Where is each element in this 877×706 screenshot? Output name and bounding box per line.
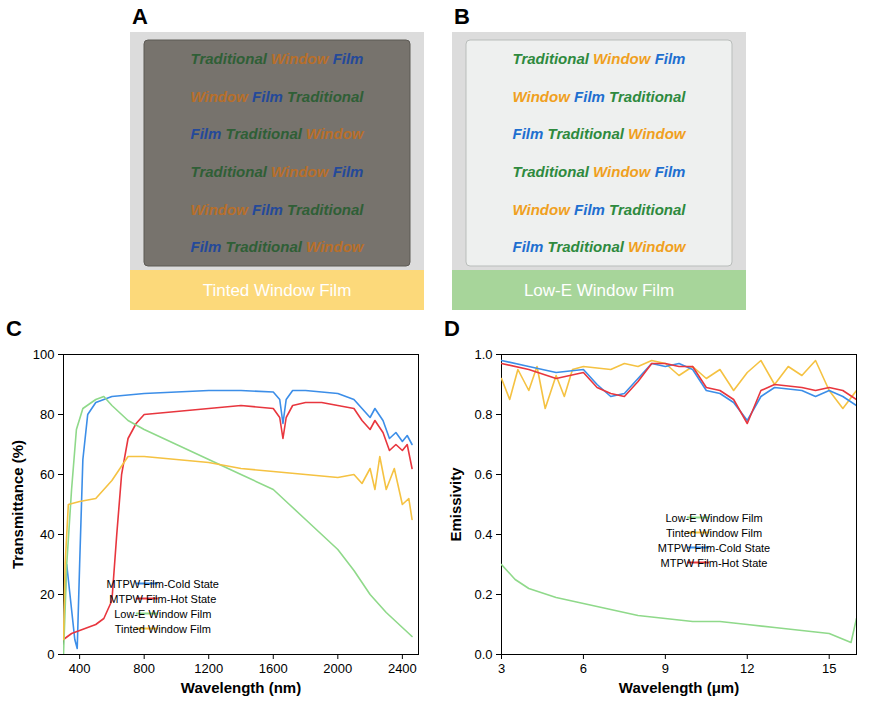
svg-text:80: 80 bbox=[40, 407, 54, 422]
svg-text:1.0: 1.0 bbox=[474, 347, 492, 362]
svg-text:0.4: 0.4 bbox=[474, 527, 492, 542]
svg-text:Low-E Window Film: Low-E Window Film bbox=[524, 281, 674, 300]
svg-text:0.2: 0.2 bbox=[474, 587, 492, 602]
html-text:D: D bbox=[444, 316, 460, 341]
svg-text:0.0: 0.0 bbox=[474, 647, 492, 662]
svg-text:Low-E Window Film: Low-E Window Film bbox=[665, 512, 762, 524]
svg-text:400: 400 bbox=[69, 661, 91, 676]
svg-text:Window Film Traditional: Window Film Traditional bbox=[513, 88, 687, 105]
svg-text:Film Traditional Window: Film Traditional Window bbox=[191, 238, 365, 255]
svg-text:Emissivity: Emissivity bbox=[447, 467, 464, 542]
svg-text:Window Film Traditional: Window Film Traditional bbox=[513, 201, 687, 218]
html-text:C: C bbox=[6, 316, 22, 341]
svg-text:Traditional Window Film: Traditional Window Film bbox=[513, 163, 686, 180]
svg-text:Transmittance (%): Transmittance (%) bbox=[9, 440, 26, 569]
svg-text:40: 40 bbox=[40, 527, 54, 542]
svg-text:Tinted Window Film: Tinted Window Film bbox=[666, 527, 762, 539]
svg-text:Traditional Window Film: Traditional Window Film bbox=[191, 50, 364, 67]
svg-text:A: A bbox=[132, 4, 148, 29]
svg-text:B: B bbox=[454, 4, 470, 29]
svg-text:20: 20 bbox=[40, 587, 54, 602]
svg-text:0.6: 0.6 bbox=[474, 467, 492, 482]
svg-text:MTPW Film-Hot State: MTPW Film-Hot State bbox=[109, 593, 216, 605]
svg-text:Traditional Window Film: Traditional Window Film bbox=[191, 163, 364, 180]
svg-text:100: 100 bbox=[33, 347, 55, 362]
svg-text:1200: 1200 bbox=[194, 661, 223, 676]
svg-text:Film Traditional Window: Film Traditional Window bbox=[513, 125, 687, 142]
svg-text:MTPW Film-Hot State: MTPW Film-Hot State bbox=[661, 557, 768, 569]
svg-text:6: 6 bbox=[580, 661, 587, 676]
svg-text:Tinted Window Film: Tinted Window Film bbox=[115, 623, 211, 635]
svg-text:Low-E Window Film: Low-E Window Film bbox=[114, 608, 211, 620]
svg-text:Film Traditional Window: Film Traditional Window bbox=[513, 238, 687, 255]
svg-text:MTPW Film-Cold State: MTPW Film-Cold State bbox=[658, 542, 770, 554]
svg-text:Wavelength (μm): Wavelength (μm) bbox=[619, 679, 739, 696]
svg-text:0.8: 0.8 bbox=[474, 407, 492, 422]
svg-text:1600: 1600 bbox=[259, 661, 288, 676]
svg-text:2000: 2000 bbox=[323, 661, 352, 676]
svg-text:0: 0 bbox=[47, 647, 54, 662]
svg-text:Wavelength (nm): Wavelength (nm) bbox=[181, 679, 301, 696]
svg-text:60: 60 bbox=[40, 467, 54, 482]
svg-text:Window Film Traditional: Window Film Traditional bbox=[191, 88, 365, 105]
svg-text:3: 3 bbox=[498, 661, 505, 676]
svg-text:Tinted Window Film: Tinted Window Film bbox=[203, 281, 352, 300]
svg-text:15: 15 bbox=[822, 661, 836, 676]
svg-text:800: 800 bbox=[133, 661, 155, 676]
svg-text:9: 9 bbox=[662, 661, 669, 676]
svg-text:MTPW Film-Cold State: MTPW Film-Cold State bbox=[107, 578, 219, 590]
svg-text:2400: 2400 bbox=[388, 661, 417, 676]
svg-text:Traditional Window Film: Traditional Window Film bbox=[513, 50, 686, 67]
svg-text:Film Traditional Window: Film Traditional Window bbox=[191, 125, 365, 142]
svg-text:Window Film Traditional: Window Film Traditional bbox=[191, 201, 365, 218]
svg-text:12: 12 bbox=[740, 661, 754, 676]
